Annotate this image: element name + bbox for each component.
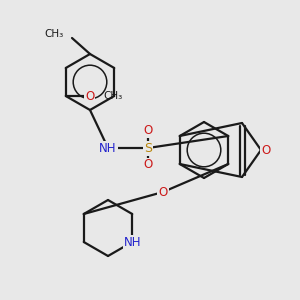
Text: CH₃: CH₃ [45,29,64,39]
Text: S: S [144,142,152,154]
Text: O: O [261,143,271,157]
Text: O: O [143,158,153,172]
Text: NH: NH [124,236,141,248]
Text: CH₃: CH₃ [104,91,123,101]
Text: O: O [85,89,94,103]
Text: NH: NH [99,142,117,154]
Text: O: O [143,124,153,137]
Text: O: O [158,185,168,199]
